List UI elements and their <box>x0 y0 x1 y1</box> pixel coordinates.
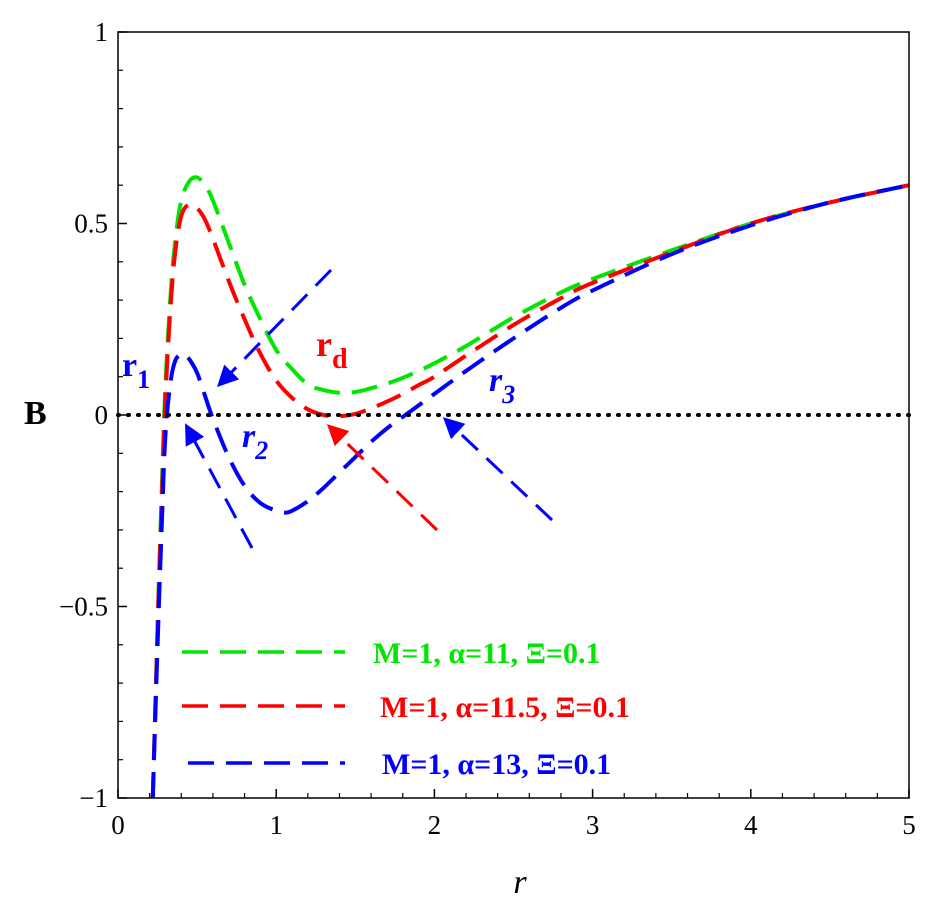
legend-label-2: M=1, α=11.5, Ξ=0.1 <box>380 691 630 724</box>
annotation-r3: r3 <box>489 362 515 409</box>
y-tick-label: −0.5 <box>59 592 108 622</box>
series-line-2 <box>150 183 910 799</box>
y-tick-label: −1 <box>79 783 108 813</box>
y-axis-ticks: −1 −0.5 0 0.5 1 <box>59 17 127 813</box>
arrow-r2 <box>185 423 254 549</box>
y-tick-label: 0.5 <box>74 209 108 239</box>
arrow-r3 <box>442 417 554 522</box>
x-tick-label: 1 <box>269 810 283 840</box>
legend-label-1: M=1, α=11, Ξ=0.1 <box>373 637 601 670</box>
annotation-arrows <box>185 268 554 549</box>
series-layer <box>150 175 910 799</box>
arrow-rd <box>326 424 439 532</box>
annotation-r2: r2 <box>242 418 268 465</box>
x-axis-title: r <box>513 864 527 901</box>
x-tick-label: 2 <box>428 810 442 840</box>
legend: M=1, α=11, Ξ=0.1 M=1, α=11.5, Ξ=0.1 M=1, α… <box>182 637 630 781</box>
x-tick-label: 3 <box>586 810 600 840</box>
arrow-r1 <box>217 268 333 388</box>
annotation-rd: rd <box>316 324 348 375</box>
y-axis-title: B <box>24 395 47 432</box>
annotation-r1: r1 <box>122 347 150 394</box>
y-tick-label: 1 <box>95 17 109 47</box>
x-tick-label: 4 <box>744 810 758 840</box>
x-axis-ticks: 0 1 2 3 4 5 <box>111 789 916 840</box>
y-tick-label: 0 <box>95 400 109 430</box>
series-line-3 <box>150 183 910 799</box>
x-tick-label: 5 <box>902 810 916 840</box>
x-tick-label: 0 <box>111 810 125 840</box>
legend-label-3: M=1, α=13, Ξ=0.1 <box>382 748 611 781</box>
